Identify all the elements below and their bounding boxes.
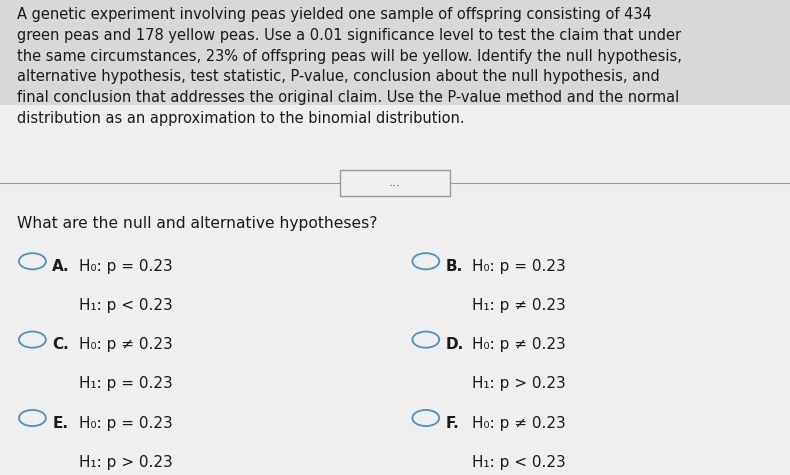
Bar xyxy=(0,0,790,104)
Text: H₀: p ≠ 0.23: H₀: p ≠ 0.23 xyxy=(472,416,566,431)
Text: C.: C. xyxy=(52,337,69,352)
Text: B.: B. xyxy=(446,259,463,274)
Text: D.: D. xyxy=(446,337,464,352)
Text: What are the null and alternative hypotheses?: What are the null and alternative hypoth… xyxy=(17,216,378,231)
Text: H₀: p = 0.23: H₀: p = 0.23 xyxy=(79,416,173,431)
Text: H₀: p = 0.23: H₀: p = 0.23 xyxy=(472,259,566,274)
Text: F.: F. xyxy=(446,416,459,431)
Text: H₁: p > 0.23: H₁: p > 0.23 xyxy=(79,455,173,470)
Text: E.: E. xyxy=(52,416,68,431)
Bar xyxy=(340,170,450,196)
Text: H₁: p < 0.23: H₁: p < 0.23 xyxy=(79,298,173,313)
Text: H₁: p = 0.23: H₁: p = 0.23 xyxy=(79,376,173,391)
Text: ...: ... xyxy=(389,176,401,190)
Text: H₀: p = 0.23: H₀: p = 0.23 xyxy=(79,259,173,274)
Text: A genetic experiment involving peas yielded one sample of offspring consisting o: A genetic experiment involving peas yiel… xyxy=(17,7,683,126)
Text: H₀: p ≠ 0.23: H₀: p ≠ 0.23 xyxy=(79,337,173,352)
Text: A.: A. xyxy=(52,259,70,274)
Text: H₁: p ≠ 0.23: H₁: p ≠ 0.23 xyxy=(472,298,566,313)
Text: H₁: p > 0.23: H₁: p > 0.23 xyxy=(472,376,566,391)
Text: H₀: p ≠ 0.23: H₀: p ≠ 0.23 xyxy=(472,337,566,352)
Text: H₁: p < 0.23: H₁: p < 0.23 xyxy=(472,455,566,470)
